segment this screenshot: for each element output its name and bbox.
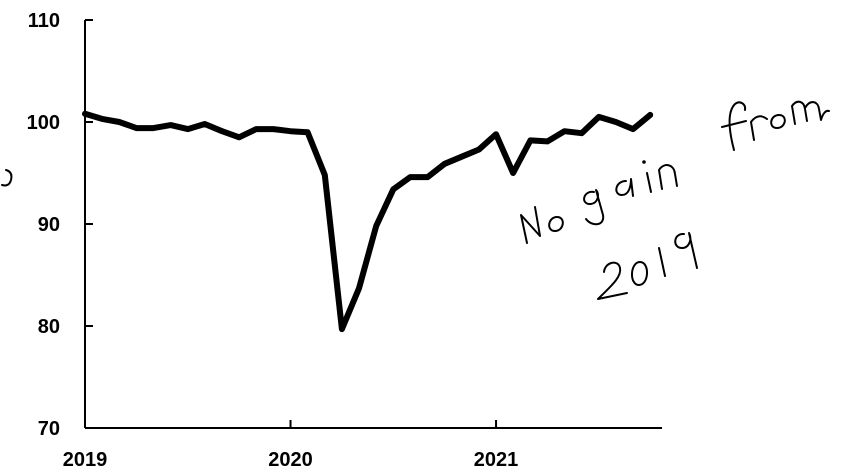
y-axis-ticks: 70 80 90 100 110 — [27, 10, 93, 440]
axes — [84, 20, 662, 429]
y-tick-label: 80 — [38, 316, 60, 338]
y-tick-label: 90 — [38, 214, 60, 236]
y-tick-label: 100 — [27, 112, 60, 134]
handwritten-left-mark — [1, 169, 13, 187]
series-line-0 — [82, 110, 654, 333]
y-tick-label: 70 — [38, 418, 60, 440]
handwritten-annotation — [520, 100, 830, 300]
x-tick-label: 2021 — [474, 449, 519, 471]
y-tick-label: 110 — [28, 10, 60, 32]
x-tick-label: 2019 — [63, 449, 108, 471]
series-layer — [82, 110, 654, 333]
x-tick-label: 2020 — [268, 449, 313, 471]
x-axis-ticks: 2019 2020 2021 — [63, 420, 519, 471]
